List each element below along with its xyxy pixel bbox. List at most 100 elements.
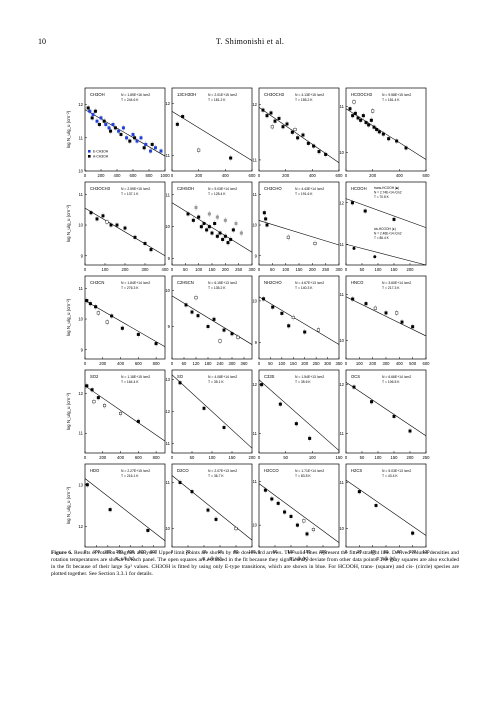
panel-frame xyxy=(258,181,340,266)
x-tick-label: 0 xyxy=(171,549,174,554)
e-type-point xyxy=(144,142,148,146)
x-tick-label: 100 xyxy=(278,361,286,366)
panel-frame xyxy=(171,463,253,548)
data-point xyxy=(262,297,266,301)
x-tick-label: 400 xyxy=(162,267,170,272)
column-density-label: N = 6.15E+13 /cm2 xyxy=(208,281,237,285)
running-head: T. Shimonishi et al. xyxy=(215,37,285,46)
data-point xyxy=(229,237,233,241)
rotation-panel-17: 0 100 200 300 400 500 600 12 13 HDO N = 2.27E+15 /… xyxy=(78,463,166,554)
y-tick-label: 11 xyxy=(166,441,171,446)
x-tick-label: 400 xyxy=(117,361,125,366)
open-excluded-point xyxy=(234,527,238,531)
x-tick-label: 0 xyxy=(84,455,87,460)
gray-excluded-point xyxy=(239,231,243,235)
x-tick-label: 50 xyxy=(360,455,365,460)
y-tick-label: 11 xyxy=(79,135,84,140)
data-point xyxy=(199,225,203,229)
e-type-point xyxy=(91,113,95,117)
y-tick-label: 11 xyxy=(79,286,84,291)
x-tick-label: 200 xyxy=(98,173,106,178)
data-point xyxy=(136,419,140,423)
rotation-panel-1: 0 200 400 600 800 1000 10 11 12 CH3OH N = 1.89E+16… xyxy=(78,87,170,178)
rotation-panel-3: 0 200 400 600 11 12 CH3OCH3 N = 4.13E+15 /cm2T … xyxy=(252,87,343,178)
y-tick-label: 11 xyxy=(166,480,171,485)
x-tick-label: 800 xyxy=(153,455,161,460)
x-tick-label: 200 xyxy=(282,173,290,178)
y-tick-label: 10 xyxy=(78,169,83,174)
x-tick-label: 600 xyxy=(423,361,431,366)
data-point xyxy=(96,396,100,400)
rotation-temperature-label: T = 191.6 K xyxy=(295,192,313,196)
data-point xyxy=(353,111,357,115)
panel-frame xyxy=(84,275,166,360)
x-tick-label: 150 xyxy=(296,267,304,272)
x-tick-label: 20 xyxy=(357,549,362,554)
y-tick-label: 11 xyxy=(340,292,345,297)
x-tick-label: 240 xyxy=(217,361,225,366)
y-tick-label: 11 xyxy=(166,153,171,158)
data-point xyxy=(115,223,119,227)
rotation-temperature-label: T = 164.4 K xyxy=(121,380,139,384)
molecule-label: H2CS xyxy=(351,468,362,473)
x-tick-label: 0 xyxy=(84,549,87,554)
fit-line xyxy=(258,483,340,543)
rotation-temperature-label: T = 128.4 K xyxy=(208,192,226,196)
data-point xyxy=(85,384,89,388)
y-tick-label: 9 xyxy=(81,253,84,258)
data-point xyxy=(324,152,328,156)
y-tick-label: 12 xyxy=(165,409,170,414)
y-tick-label: 13 xyxy=(165,377,170,382)
data-point xyxy=(276,501,280,505)
rotation-temperature-label: T = 43.4 K xyxy=(382,474,398,478)
open-excluded-point xyxy=(96,311,100,315)
x-tick-label: 0 xyxy=(345,267,348,272)
open-excluded-point xyxy=(103,404,107,408)
molecule-label: H2CCO xyxy=(264,468,279,473)
panel-frame xyxy=(171,87,253,172)
panel-frame xyxy=(171,181,253,266)
y-tick-label: 10 xyxy=(252,223,257,228)
data-point xyxy=(262,211,266,215)
gray-excluded-point xyxy=(223,218,227,222)
data-point xyxy=(280,311,284,315)
x-tick-label: 400 xyxy=(309,173,317,178)
panel-frame xyxy=(84,463,166,548)
rotation-temperature-label: T = 106.5 K xyxy=(382,380,400,384)
x-tick-label: 120 xyxy=(193,361,201,366)
data-point xyxy=(108,508,112,512)
column-density-label: N = 4.43E+14 /cm2 xyxy=(295,187,324,191)
data-point xyxy=(408,429,412,433)
y-tick-label: 11 xyxy=(79,431,84,436)
x-tick-label: 100 xyxy=(356,361,364,366)
data-point xyxy=(221,237,225,241)
x-tick-label: 300 xyxy=(324,361,332,366)
x-tick-label: 200 xyxy=(249,455,257,460)
rotation-temperature-label: T = 140.3 K xyxy=(295,286,313,290)
data-point xyxy=(363,209,367,213)
data-point xyxy=(90,388,94,392)
x-tick-label: 150 xyxy=(209,267,217,272)
y-tick-label: 11 xyxy=(79,192,84,197)
data-point xyxy=(348,107,352,111)
x-tick-label: 400 xyxy=(117,455,125,460)
data-point xyxy=(101,214,105,218)
e-type-point xyxy=(88,109,92,113)
open-excluded-point xyxy=(293,127,297,131)
rotation-temperature-label: T = 181.2 K xyxy=(208,98,226,102)
page-number: 10 xyxy=(38,37,46,46)
e-type-point xyxy=(111,123,115,127)
data-point xyxy=(306,141,310,145)
x-tick-label: 100 xyxy=(102,267,110,272)
x-tick-label: 100 xyxy=(93,549,101,554)
data-point xyxy=(350,201,354,205)
x-tick-label: 100 xyxy=(249,549,257,554)
y-tick-label: 10 xyxy=(252,298,257,303)
x-tick-label: 40 xyxy=(370,549,375,554)
y-axis-label: log N_u/g_u (cm⁻²) xyxy=(66,486,71,524)
data-point xyxy=(146,528,150,532)
x-tick-label: 600 xyxy=(423,173,431,178)
data-point xyxy=(377,130,381,134)
